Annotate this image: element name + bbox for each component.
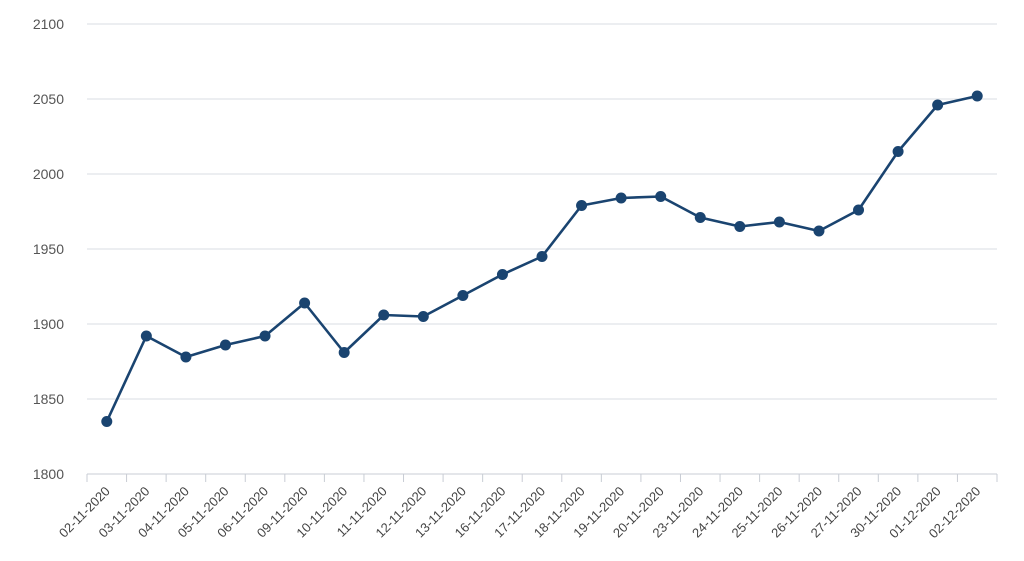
data-point[interactable] — [576, 200, 588, 211]
data-point[interactable] — [101, 416, 113, 427]
y-tick-label: 2100 — [33, 16, 64, 32]
data-point[interactable] — [299, 297, 311, 309]
data-point[interactable] — [140, 330, 152, 342]
x-axis: 02-11-202003-11-202004-11-202005-11-2020… — [56, 473, 998, 541]
y-tick-label: 1950 — [33, 241, 64, 257]
data-point[interactable] — [971, 90, 983, 102]
data-point[interactable] — [417, 311, 429, 322]
y-tick-label: 1850 — [33, 391, 64, 407]
data-point[interactable] — [259, 330, 271, 342]
data-point[interactable] — [338, 347, 350, 358]
data-point[interactable] — [773, 216, 785, 228]
y-tick-label: 1900 — [33, 316, 64, 332]
y-tick-label: 2050 — [33, 91, 64, 107]
gridlines — [87, 23, 997, 400]
data-point[interactable] — [694, 212, 706, 223]
data-point[interactable] — [496, 269, 508, 280]
data-point[interactable] — [813, 225, 825, 237]
data-point[interactable] — [892, 146, 904, 157]
data-point[interactable] — [378, 309, 390, 321]
data-point[interactable] — [457, 290, 469, 301]
data-point[interactable] — [615, 192, 627, 204]
series — [101, 90, 983, 427]
y-tick-label: 1800 — [33, 466, 64, 482]
data-point[interactable] — [734, 221, 746, 232]
data-point[interactable] — [219, 339, 231, 351]
data-point[interactable] — [536, 251, 548, 262]
y-axis: 1800 1850 1900 1950 2000 2050 2100 — [33, 16, 64, 482]
data-point[interactable] — [853, 204, 865, 216]
data-point[interactable] — [932, 99, 944, 111]
data-point[interactable] — [655, 191, 667, 202]
data-point[interactable] — [180, 351, 192, 363]
y-tick-label: 2000 — [33, 166, 64, 182]
